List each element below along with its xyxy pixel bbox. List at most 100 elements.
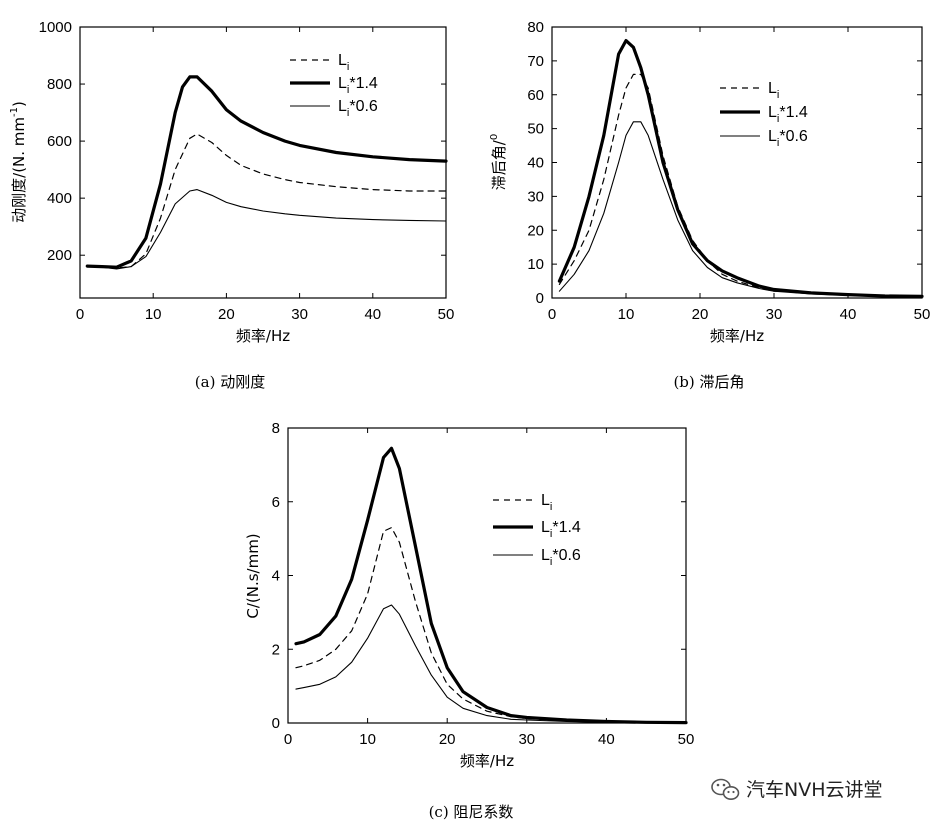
legend-name: L (768, 128, 777, 145)
legend-name: L (338, 98, 347, 115)
legend-subscript: i (777, 89, 779, 101)
x-tick-label: 30 (766, 306, 783, 323)
legend-suffix: *0.6 (779, 128, 808, 145)
legend-name: L (541, 492, 550, 509)
legend-subscript: i (347, 61, 349, 73)
legend-label: Li*0.6 (768, 128, 808, 149)
legend-label: Li*0.6 (541, 547, 581, 568)
y-axis-label-sup: 0 (489, 134, 500, 140)
x-tick-label: 10 (359, 731, 376, 748)
x-axis-label: 频率/Hz (460, 752, 514, 770)
y-axis-label-text: 滞后角/ (490, 139, 508, 190)
legend-label: Li*0.6 (338, 98, 378, 119)
legend-suffix: *1.4 (779, 104, 808, 121)
y-tick-label: 600 (47, 133, 72, 150)
y-tick-label: 2 (272, 641, 280, 658)
legend-suffix: *0.6 (552, 547, 581, 564)
y-tick-label: 6 (272, 494, 280, 511)
chart-dynamic-stiffness: 0 10 20 30 40 50 200 400 600 800 1000 频率/Hz 动刚度/(N. … (9, 19, 454, 391)
y-axis-label-text: C/(N.s/mm) (244, 533, 262, 618)
y-tick-label: 800 (47, 76, 72, 93)
x-tick-label: 0 (548, 306, 556, 323)
panel-caption: (c) 阻尼系数 (429, 803, 514, 821)
x-tick-label: 20 (218, 306, 235, 323)
legend-label: Li*1.4 (768, 104, 808, 125)
legend-name: L (338, 75, 347, 92)
legend-subscript: i (777, 113, 779, 125)
x-tick-label: 10 (618, 306, 635, 323)
legend-name: L (768, 80, 777, 97)
y-tick-label: 200 (47, 247, 72, 264)
legend-subscript: i (347, 107, 349, 119)
plot-frame (287, 427, 687, 724)
x-tick-label: 30 (291, 306, 308, 323)
series-line-thick (85, 75, 448, 269)
legend-subscript: i (777, 137, 779, 149)
panel-caption: (a) 动刚度 (195, 373, 265, 391)
legend-label: Li (768, 80, 779, 101)
y-tick-label: 50 (527, 121, 544, 138)
y-tick-label: 20 (527, 222, 544, 239)
legend-name: L (541, 519, 550, 536)
legend-suffix: *1.4 (349, 75, 378, 92)
x-tick-label: 50 (438, 306, 455, 323)
legend-label: Li*1.4 (541, 519, 581, 540)
legend-label: Li (338, 52, 349, 73)
series-line-thick (294, 446, 688, 725)
y-tick-label: 60 (527, 87, 544, 104)
legend-subscript: i (550, 528, 552, 540)
x-tick-label: 50 (914, 306, 931, 323)
x-axis-label: 频率/Hz (710, 327, 764, 345)
y-tick-label: 1000 (39, 19, 72, 36)
legend-subscript: i (550, 501, 552, 513)
series-line-thin (558, 121, 923, 298)
y-axis-label: 动刚度/(N. mm-1) (9, 101, 28, 223)
legend-name: L (541, 547, 550, 564)
y-axis-label-close: ) (10, 101, 28, 107)
y-tick-label: 0 (536, 290, 544, 307)
legend-suffix: *1.4 (552, 519, 581, 536)
series-line-thin (86, 189, 447, 270)
y-tick-label: 30 (527, 188, 544, 205)
x-tick-label: 20 (439, 731, 456, 748)
y-axis-label: C/(N.s/mm) (244, 533, 262, 618)
x-axis-label: 频率/Hz (236, 327, 290, 345)
y-tick-label: 80 (527, 19, 544, 36)
watermark: 汽车NVH云讲堂 (711, 778, 883, 801)
series-line-thin (295, 604, 687, 724)
y-tick-label: 400 (47, 190, 72, 207)
legend-name: L (338, 52, 347, 69)
x-tick-label: 40 (598, 731, 615, 748)
x-tick-label: 0 (284, 731, 292, 748)
panel-caption: (b) 滞后角 (673, 373, 744, 391)
legend-name: L (768, 104, 777, 121)
chart-lag-angle: 0 10 20 30 40 50 0 10 20 30 40 50 60 70 80 频率/Hz 滞后角/0 Li… (489, 19, 930, 391)
y-tick-label: 8 (272, 420, 280, 437)
legend-subscript: i (550, 556, 552, 568)
y-axis-label-text: 动刚度/(N. mm (10, 117, 28, 223)
series-line-dashed (558, 73, 923, 297)
y-tick-label: 10 (527, 256, 544, 273)
legend-suffix: *0.6 (349, 98, 378, 115)
x-tick-label: 0 (76, 306, 84, 323)
y-axis-label-sup: -1 (9, 107, 20, 117)
chart-damping-coefficient: 0 10 20 30 40 5002468频率/HzC/(N.s/mm)LiLi*1.4L… (244, 420, 694, 821)
y-tick-label: 40 (527, 155, 544, 172)
legend-subscript: i (347, 84, 349, 96)
y-tick-label: 4 (272, 568, 280, 585)
series-line-thick (557, 38, 924, 298)
x-tick-label: 50 (678, 731, 695, 748)
y-tick-label: 0 (272, 715, 280, 732)
legend-label: Li (541, 492, 552, 513)
x-tick-label: 10 (145, 306, 162, 323)
y-axis-label: 滞后角/0 (489, 134, 508, 190)
x-tick-label: 20 (692, 306, 709, 323)
y-tick-label: 70 (527, 53, 544, 70)
x-tick-label: 40 (364, 306, 381, 323)
x-tick-label: 40 (840, 306, 857, 323)
legend-label: Li*1.4 (338, 75, 378, 96)
wechat-icon (711, 778, 740, 800)
series-line-dashed (295, 526, 687, 724)
x-tick-label: 30 (518, 731, 535, 748)
